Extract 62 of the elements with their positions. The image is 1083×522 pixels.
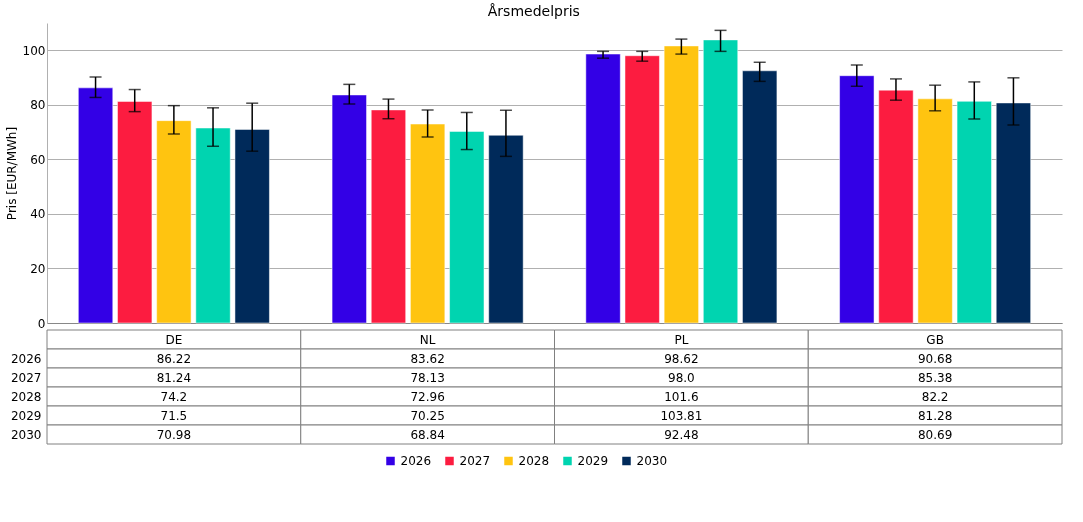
text: 2030 xyxy=(10,427,42,442)
data-label: 81.24 xyxy=(156,370,192,385)
y-tick-label: 80 xyxy=(30,98,46,113)
data-label: 71.5 xyxy=(160,408,188,423)
text: 2026 xyxy=(10,351,42,366)
legend-label: 2028 xyxy=(518,454,550,468)
y-axis-title: Pris [EUR/MWh] xyxy=(4,126,19,221)
x-tick-label: DE xyxy=(165,332,183,347)
bar xyxy=(624,55,660,324)
legend-label: 2027 xyxy=(459,454,491,468)
data-label: 72.96 xyxy=(410,389,445,404)
bar xyxy=(117,101,153,324)
chart-title: Årsmedelpris xyxy=(487,3,580,19)
data-label: 70.25 xyxy=(410,408,445,423)
bar xyxy=(703,39,739,324)
x-tick-label: PL xyxy=(674,332,689,347)
data-label: 70.98 xyxy=(156,427,192,442)
data-label: 103.81 xyxy=(660,408,703,423)
data-label: 92.48 xyxy=(664,427,699,442)
text: 2028 xyxy=(10,389,42,404)
data-label: 81.28 xyxy=(917,408,953,423)
text: 2027 xyxy=(10,370,42,385)
bar xyxy=(78,87,114,324)
bar xyxy=(449,131,485,324)
data-label: 98.0 xyxy=(668,370,695,385)
y-tick-label: 100 xyxy=(22,43,46,58)
x-tick-label: GB xyxy=(926,332,944,347)
data-label: 90.68 xyxy=(917,351,953,366)
bar xyxy=(410,123,446,324)
data-label: 82.2 xyxy=(921,389,949,404)
bar xyxy=(663,45,699,324)
bar xyxy=(234,129,270,324)
bar xyxy=(742,70,778,324)
legend-label: 2026 xyxy=(400,454,432,468)
legend-label: 2029 xyxy=(577,454,609,468)
data-label: 83.62 xyxy=(410,351,445,366)
y-tick-label: 60 xyxy=(30,152,46,167)
bar xyxy=(331,94,367,324)
data-label: 86.22 xyxy=(156,351,192,366)
bar xyxy=(370,109,406,324)
bar xyxy=(585,53,621,324)
bar xyxy=(195,127,231,324)
bar xyxy=(156,120,192,324)
data-label: 98.62 xyxy=(664,351,699,366)
bar xyxy=(956,101,992,324)
bar xyxy=(878,89,914,324)
y-tick-label: 0 xyxy=(37,316,46,331)
text: 2029 xyxy=(10,408,42,423)
legend-label: 2030 xyxy=(636,454,668,468)
bar xyxy=(488,135,524,324)
data-label: 74.2 xyxy=(160,389,188,404)
y-tick-label: 40 xyxy=(30,207,46,222)
x-tick-label: NL xyxy=(419,332,436,347)
data-label: 85.38 xyxy=(917,370,953,385)
bar xyxy=(995,102,1031,324)
bar xyxy=(917,98,953,324)
data-label: 78.13 xyxy=(410,370,445,385)
data-label: 101.6 xyxy=(664,389,699,404)
data-label: 68.84 xyxy=(410,427,445,442)
bar xyxy=(839,75,875,324)
data-label: 80.69 xyxy=(917,427,953,442)
y-tick-label: 20 xyxy=(30,261,46,276)
